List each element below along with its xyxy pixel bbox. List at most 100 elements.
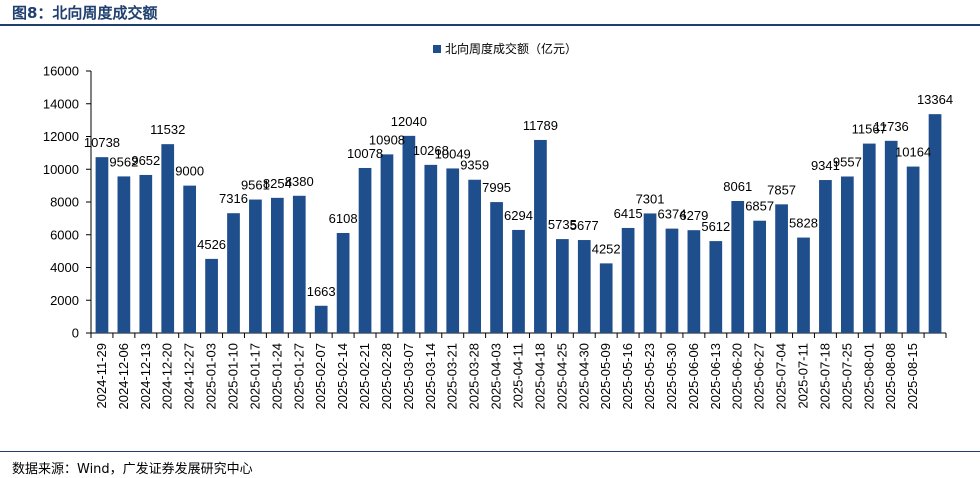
- data-label: 7857: [767, 182, 796, 197]
- y-tick-label: 4000: [50, 260, 79, 275]
- x-tick-label: 2025-02-28: [379, 343, 394, 410]
- bar: [775, 204, 788, 333]
- bar: [161, 144, 175, 333]
- y-tick-label: 6000: [50, 227, 79, 242]
- x-tick-label: 2025-02-07: [313, 343, 328, 410]
- data-label: 7301: [636, 191, 665, 206]
- bars: [95, 114, 942, 334]
- bar: [468, 179, 482, 333]
- data-label: 6294: [504, 208, 533, 223]
- bar: [643, 213, 657, 333]
- bar: [534, 139, 547, 333]
- data-label: 7316: [219, 191, 248, 206]
- data-label: 9557: [833, 155, 862, 170]
- source-rule: [0, 451, 980, 452]
- data-label: 10908: [369, 132, 405, 147]
- bar: [490, 202, 503, 333]
- bar: [270, 197, 284, 333]
- data-label: 9341: [811, 158, 840, 173]
- x-tick-label: 2025-03-07: [401, 343, 416, 410]
- bar: [709, 241, 723, 333]
- y-tick-label: 8000: [50, 195, 79, 210]
- data-label: 10738: [84, 135, 120, 150]
- data-label: 9000: [175, 164, 204, 179]
- bar: [928, 114, 942, 334]
- data-label: 11567: [852, 122, 887, 137]
- bar: [621, 227, 635, 333]
- bar: [555, 239, 569, 333]
- x-tick-label: 2025-01-03: [204, 343, 219, 410]
- data-label: 11736: [874, 119, 909, 134]
- data-label: 11789: [523, 118, 558, 133]
- x-tick-label: 2025-02-14: [335, 343, 350, 410]
- bar: [380, 154, 394, 333]
- data-label: 8254: [263, 176, 292, 191]
- x-tick-label: 2025-08-15: [905, 343, 920, 410]
- y-tick-label: 12000: [43, 129, 79, 144]
- x-tick-label: 2025-03-28: [467, 343, 482, 410]
- x-tick-label: 2025-05-23: [642, 343, 657, 410]
- bar: [446, 168, 460, 333]
- bar: [424, 164, 438, 333]
- x-tick-label: 2025-02-21: [357, 343, 372, 410]
- bar: [358, 167, 372, 333]
- x-tick-label: 2025-08-01: [861, 343, 876, 410]
- x-tick-label: 2025-07-04: [774, 343, 789, 410]
- data-label: 9359: [460, 158, 489, 173]
- y-tick-label: 10000: [43, 162, 79, 177]
- x-tick-label: 2025-06-27: [752, 343, 767, 410]
- data-label: 10268: [413, 143, 449, 158]
- x-tick-label: 2025-04-30: [576, 343, 591, 410]
- data-label: 7995: [482, 180, 511, 195]
- data-label: 9652: [131, 153, 160, 168]
- data-label: 5828: [789, 216, 818, 231]
- data-label: 10164: [895, 145, 931, 160]
- data-label: 6279: [679, 208, 708, 223]
- x-tick-label: 2025-01-27: [291, 343, 306, 410]
- bar: [577, 240, 591, 333]
- bar: [753, 220, 767, 333]
- x-tick-label: 2025-08-08: [883, 343, 898, 410]
- data-label: 5612: [701, 219, 730, 234]
- bar: [599, 263, 613, 333]
- bar: [665, 228, 679, 333]
- data-label: 4526: [197, 237, 226, 252]
- bar: [687, 230, 701, 333]
- data-label: 5677: [570, 218, 599, 233]
- bar-chart: 北向周度成交额（亿元） 0 2000 4000 6000 8000 10000 12000 1…: [43, 41, 953, 410]
- bar: [183, 185, 197, 333]
- y-tick-label: 0: [72, 326, 79, 341]
- data-label: 10049: [435, 146, 471, 161]
- bar: [314, 305, 328, 333]
- data-label: 13364: [917, 92, 953, 107]
- data-label: 4252: [592, 241, 621, 256]
- figure-title: 图8：北向周度成交额: [12, 4, 158, 22]
- y-tick-label: 14000: [43, 96, 79, 111]
- x-tick-label: 2024-12-06: [116, 343, 131, 410]
- x-tick-label: 2025-04-18: [532, 343, 547, 410]
- legend-swatch: [433, 45, 441, 53]
- x-tick-label: 2025-06-06: [686, 343, 701, 410]
- data-label: 6415: [614, 206, 643, 221]
- y-tick-label: 16000: [43, 64, 79, 79]
- bar: [249, 199, 262, 333]
- data-label: 9562: [109, 154, 138, 169]
- x-tick-label: 2025-06-20: [730, 343, 745, 410]
- bar: [797, 237, 810, 333]
- x-tick-label: 2025-05-09: [598, 343, 613, 410]
- data-label: 11532: [150, 122, 185, 137]
- bar: [336, 232, 350, 333]
- x-tick-label: 2024-11-29: [94, 343, 109, 409]
- bar: [512, 229, 525, 333]
- x-tick-label: 2024-12-27: [182, 343, 197, 410]
- x-tick-label: 2025-01-24: [269, 343, 284, 410]
- data-label: 1663: [307, 284, 336, 299]
- legend-label: 北向周度成交额（亿元）: [445, 41, 577, 56]
- bar: [139, 174, 153, 333]
- x-tick-label: 2025-01-10: [226, 343, 241, 410]
- x-tick-label: 2025-03-14: [423, 343, 438, 410]
- x-tick-label: 2024-12-13: [138, 343, 153, 410]
- bar: [840, 176, 854, 333]
- bar: [95, 157, 109, 333]
